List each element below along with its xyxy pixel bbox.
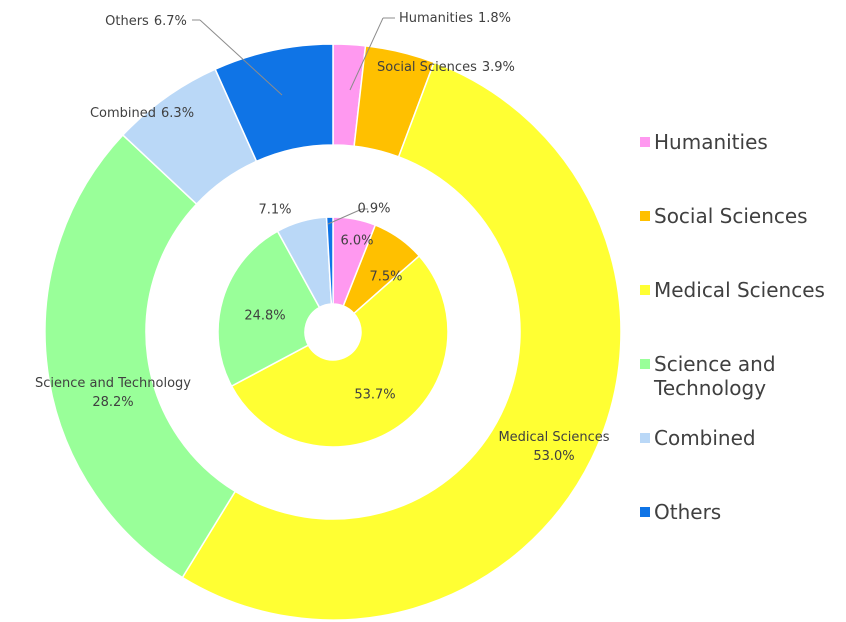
slice bbox=[181, 61, 622, 621]
data-label: 7.1% bbox=[258, 203, 291, 218]
label-value: 1.8% bbox=[478, 11, 511, 26]
legend-label: Humanities bbox=[654, 130, 768, 154]
leader-line bbox=[199, 19, 283, 96]
slice bbox=[44, 133, 237, 579]
data-label: 53.7% bbox=[354, 388, 395, 403]
legend-swatch bbox=[640, 433, 650, 443]
label-value: 6.7% bbox=[154, 14, 187, 29]
data-label: Combined 6.3% bbox=[90, 106, 194, 121]
slice bbox=[230, 254, 449, 448]
legend-swatch bbox=[640, 137, 650, 147]
legend-swatch bbox=[640, 359, 650, 369]
legend-label: Science and Technology bbox=[654, 352, 776, 400]
label-name: Combined bbox=[90, 106, 156, 121]
data-label: Others 6.7% bbox=[105, 14, 187, 29]
data-label: 7.5% bbox=[369, 270, 402, 285]
data-label: 24.8% bbox=[244, 309, 285, 324]
legend-label: Medical Sciences bbox=[654, 278, 825, 302]
label-name: Science and Technology bbox=[35, 376, 191, 391]
label-name: Social Sciences bbox=[377, 60, 477, 75]
legend-swatch bbox=[640, 285, 650, 295]
label-name: Others bbox=[105, 14, 149, 29]
slice bbox=[217, 230, 321, 388]
legend-item: Medical Sciences bbox=[640, 278, 825, 352]
legend-swatch bbox=[640, 211, 650, 221]
legend-label: Others bbox=[654, 500, 722, 524]
data-label: Humanities 1.8% bbox=[399, 11, 511, 26]
label-value: 6.3% bbox=[161, 106, 194, 121]
label-name: Medical Sciences bbox=[498, 430, 609, 445]
legend: Humanities Social Sciences Medical Science… bbox=[640, 130, 825, 574]
legend-swatch bbox=[640, 507, 650, 517]
slice bbox=[325, 216, 334, 305]
label-value: 3.9% bbox=[482, 60, 515, 75]
slice bbox=[214, 43, 334, 163]
leader-line bbox=[327, 208, 363, 225]
label-value: 28.2% bbox=[92, 395, 133, 410]
data-label: Science and Technology 28.2% bbox=[35, 376, 191, 410]
legend-label: Combined bbox=[654, 426, 756, 450]
legend-item: Combined bbox=[640, 426, 825, 500]
leader-line bbox=[349, 17, 384, 91]
legend-label: Social Sciences bbox=[654, 204, 808, 228]
legend-item: Others bbox=[640, 500, 825, 574]
legend-item: Social Sciences bbox=[640, 204, 825, 278]
label-value: 53.0% bbox=[533, 449, 574, 464]
data-label: 0.9% bbox=[357, 202, 390, 217]
data-label: Social Sciences 3.9% bbox=[377, 60, 515, 75]
data-label: 6.0% bbox=[340, 234, 373, 249]
label-name: Humanities bbox=[399, 11, 473, 26]
data-label: Medical Sciences 53.0% bbox=[498, 430, 609, 464]
legend-item: Humanities bbox=[640, 130, 825, 204]
legend-item: Science and Technology bbox=[640, 352, 825, 426]
